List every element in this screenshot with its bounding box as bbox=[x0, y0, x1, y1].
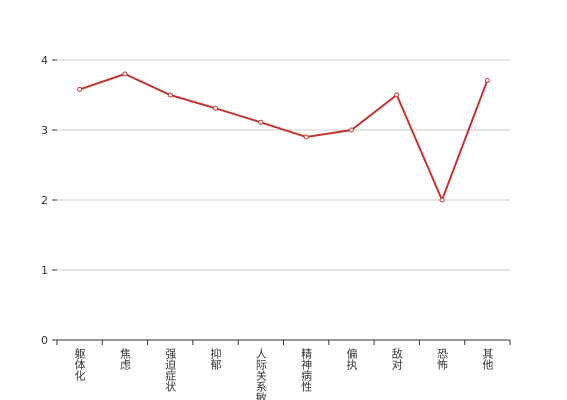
x-tick-label: 躯体化 bbox=[73, 348, 86, 382]
point bbox=[258, 119, 264, 125]
x-tick-label: 抑郁 bbox=[209, 347, 222, 370]
point bbox=[213, 105, 219, 111]
x-tick-label: 敌对 bbox=[390, 347, 403, 370]
y-tick-label: 0 bbox=[41, 334, 48, 347]
point bbox=[303, 134, 309, 140]
point bbox=[167, 92, 173, 98]
point bbox=[122, 71, 128, 77]
y-tick-label: 4 bbox=[41, 54, 48, 67]
x-tick-label: 强迫症状 bbox=[164, 348, 177, 392]
x-tick-label: 其他 bbox=[481, 348, 494, 370]
point bbox=[348, 127, 354, 133]
x-tick-label: 偏执 bbox=[345, 347, 358, 371]
point bbox=[77, 86, 83, 92]
x-tick-label: 精神病性 bbox=[300, 348, 313, 393]
x-tick-label: 人际关系敏感 bbox=[254, 348, 267, 400]
y-tick-label: 3 bbox=[41, 124, 48, 137]
point bbox=[439, 197, 445, 203]
x-tick-label: 焦虑 bbox=[118, 348, 131, 370]
point bbox=[484, 77, 490, 83]
y-tick-label: 1 bbox=[41, 264, 48, 277]
line bbox=[79, 72, 489, 203]
y-tick-label: 2 bbox=[41, 194, 48, 207]
point bbox=[394, 92, 400, 98]
x-tick-label: 恐怖 bbox=[436, 348, 449, 370]
